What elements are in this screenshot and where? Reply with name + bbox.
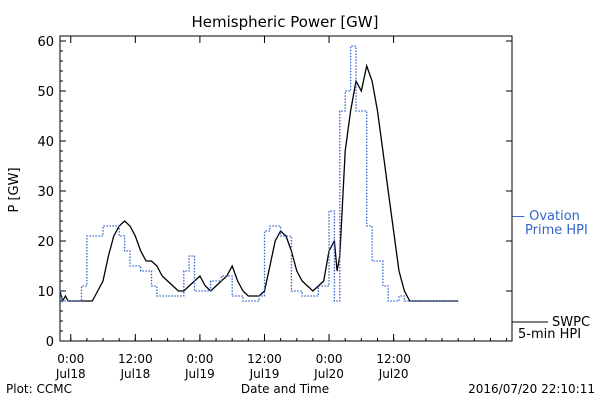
y-tick-label: 30 [37, 185, 54, 200]
x-axis-label: Date and Time [241, 382, 329, 396]
x-axis: 0:00Jul1812:00Jul180:00Jul1912:00Jul190:… [55, 36, 508, 381]
y-tick-label: 10 [37, 285, 54, 300]
y-axis: 0 10 20 30 40 50 60 [37, 35, 512, 350]
y-tick-label: 0 [46, 335, 54, 350]
y-tick-label: 40 [37, 135, 54, 150]
x-tick-label-date: Jul20 [313, 367, 344, 381]
series-line-ovation-prime-hpi [59, 45, 459, 302]
x-tick-label-date: Jul18 [55, 367, 86, 381]
y-tick-label: 50 [37, 85, 54, 100]
plot-frame [59, 35, 513, 342]
x-tick-label-time: 0:00 [316, 352, 343, 366]
legend-ovation-line2: Prime HPI [525, 223, 588, 238]
chart-title: Hemispheric Power [GW] [192, 13, 379, 31]
x-tick-label-time: 12:00 [376, 352, 411, 366]
legend-swpc-line1: SWPC [552, 315, 590, 330]
plot-timestamp: 2016/07/20 22:10:11 [468, 382, 595, 396]
x-tick-label-time: 0:00 [57, 352, 84, 366]
x-tick-label-date: Jul20 [378, 367, 409, 381]
x-tick-label-time: 12:00 [118, 352, 153, 366]
y-tick-label: 20 [37, 235, 54, 250]
x-tick-label-date: Jul18 [119, 367, 150, 381]
x-tick-label-date: Jul19 [184, 367, 215, 381]
series-layer [59, 45, 459, 303]
x-tick-label-date: Jul19 [249, 367, 280, 381]
series-line-swpc-5-min-hpi [59, 63, 459, 303]
plot-credit: Plot: CCMC [6, 382, 72, 396]
y-tick-label: 60 [37, 35, 54, 50]
legend-swpc-line2: 5-min HPI [518, 327, 581, 342]
x-tick-label-time: 12:00 [247, 352, 282, 366]
y-axis-label: P [GW] [7, 167, 22, 212]
x-tick-label-time: 0:00 [186, 352, 213, 366]
legend-ovation-line1: — Ovation [512, 209, 580, 224]
